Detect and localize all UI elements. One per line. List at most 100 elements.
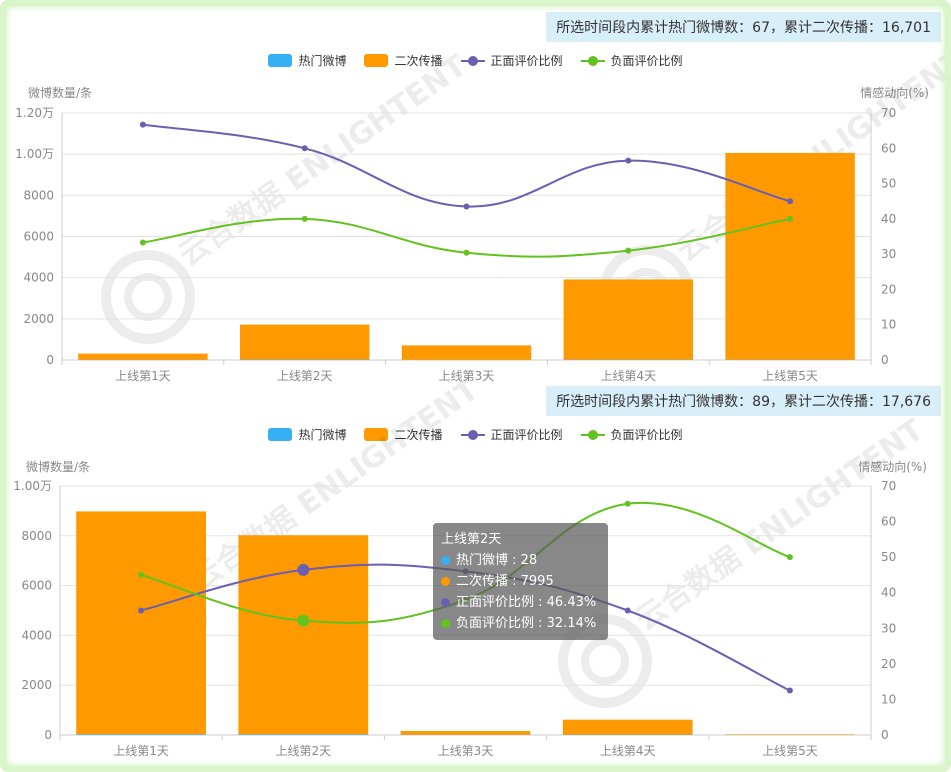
- chart-panel-1: 所选时间段内累计热门微博数：67，累计二次传播：16,701 热门微博 二次传播…: [10, 12, 951, 390]
- y2-tick-label: 20: [881, 657, 896, 671]
- bar-secondary-spread: [725, 152, 855, 360]
- legend-item-positive-ratio[interactable]: 正面评价比例: [460, 52, 563, 69]
- point-negative-ratio: [787, 215, 794, 222]
- legend-item-negative-ratio[interactable]: 负面评价比例: [580, 52, 683, 69]
- y2-tick-label: 20: [881, 282, 896, 296]
- bar-secondary-spread: [78, 353, 208, 360]
- y2-tick-label: 60: [881, 141, 896, 155]
- legend-label: 正面评价比例: [490, 54, 563, 68]
- point-positive-ratio: [301, 145, 308, 152]
- point-positive-ratio: [786, 687, 793, 694]
- point-negative-ratio: [463, 249, 470, 256]
- point-positive-ratio: [625, 157, 632, 164]
- legend-swatch: [268, 54, 293, 67]
- y-tick-label: 0: [44, 728, 52, 742]
- watermark: 云合数据 ENLIGHTENT: [101, 48, 474, 344]
- x-tick-label: 上线第4天: [600, 744, 656, 758]
- x-tick-label: 上线第1天: [115, 369, 171, 383]
- bar-hot-weibo: [238, 734, 369, 735]
- tooltip-dot: [441, 577, 450, 586]
- bar-secondary-spread: [239, 324, 370, 360]
- legend-swatch: [268, 428, 293, 441]
- y-tick-label: 8000: [21, 529, 52, 543]
- watermark-ring: [124, 273, 172, 321]
- y2-tick-label: 30: [881, 247, 896, 261]
- legend-item-hot-weibo[interactable]: 热门微博: [268, 52, 346, 69]
- legend-item-secondary-spread[interactable]: 二次传播: [364, 52, 443, 69]
- legend-item-negative-ratio[interactable]: 负面评价比例: [580, 426, 683, 443]
- tooltip-row-label: 二次传播 : 7995: [456, 574, 554, 589]
- x-tick-label: 上线第2天: [277, 369, 333, 383]
- bar-secondary-spread: [562, 719, 693, 735]
- watermark-text: 云合数据 ENLIGHTENT: [173, 48, 474, 273]
- legend-label: 二次传播: [394, 428, 443, 442]
- legend-item-secondary-spread[interactable]: 二次传播: [364, 426, 443, 443]
- summary-banner-2: 所选时间段内累计热门微博数：89，累计二次传播：17,676: [546, 386, 941, 416]
- y-axis-title-2: 微博数量/条: [26, 460, 91, 474]
- bar-secondary-spread: [400, 731, 531, 735]
- point-positive-ratio: [139, 121, 146, 128]
- legend-1: 热门微博 二次传播 正面评价比例 负面评价比例: [10, 52, 941, 69]
- y-tick-label: 2000: [23, 312, 54, 326]
- tooltip-row: 二次传播 : 7995: [441, 571, 600, 592]
- bar-secondary-spread: [563, 279, 694, 360]
- point-negative-ratio: [624, 500, 631, 507]
- y2-axis-title-2: 情感动向(%): [858, 460, 927, 474]
- tooltip-row-label: 负面评价比例 : 32.14%: [456, 616, 597, 631]
- point-positive-ratio: [463, 203, 470, 210]
- y2-tick-label: 30: [881, 621, 896, 635]
- y-tick-label: 4000: [23, 271, 54, 285]
- point-positive-ratio: [297, 563, 310, 576]
- y2-tick-label: 70: [881, 479, 896, 493]
- tooltip-row: 正面评价比例 : 46.43%: [441, 592, 600, 613]
- point-negative-ratio: [139, 239, 146, 246]
- y2-tick-label: 0: [881, 728, 889, 742]
- point-positive-ratio: [138, 607, 145, 614]
- y2-tick-label: 40: [881, 586, 896, 600]
- x-tick-label: 上线第3天: [438, 744, 494, 758]
- tooltip-dot: [441, 598, 450, 607]
- legend-item-hot-weibo[interactable]: 热门微博: [268, 426, 346, 443]
- x-tick-label: 上线第5天: [762, 744, 818, 758]
- y-tick-label: 4000: [21, 628, 52, 642]
- y2-tick-label: 10: [881, 692, 896, 706]
- y-tick-label: 1.00万: [15, 147, 54, 161]
- bar-secondary-spread: [401, 345, 532, 360]
- tooltip-row-label: 正面评价比例 : 46.43%: [456, 595, 597, 610]
- y-tick-label: 2000: [21, 678, 52, 692]
- y2-tick-label: 40: [881, 212, 896, 226]
- tooltip-title: 上线第2天: [441, 532, 502, 547]
- point-negative-ratio: [786, 554, 793, 561]
- legend-label: 二次传播: [394, 54, 443, 68]
- chart-2: 云合数据 ENLIGHTENT 云合数据 ENLIGHTENT0200040006…: [13, 372, 930, 758]
- point-negative-ratio: [625, 247, 632, 254]
- x-tick-label: 上线第2天: [275, 744, 331, 758]
- legend-item-positive-ratio[interactable]: 正面评价比例: [460, 426, 563, 443]
- tooltip-row-label: 热门微博 : 28: [456, 553, 538, 568]
- tooltip-dot: [441, 556, 450, 565]
- point-positive-ratio: [787, 198, 794, 205]
- legend-swatch: [580, 54, 605, 67]
- y-tick-label: 6000: [21, 579, 52, 593]
- legend-label: 热门微博: [298, 54, 347, 68]
- watermark-ring: [581, 637, 629, 685]
- line-positive-ratio: [142, 123, 791, 208]
- bar-secondary-spread: [76, 511, 206, 735]
- y2-tick-label: 50: [881, 550, 896, 564]
- y2-tick-label: 50: [881, 177, 896, 191]
- tooltip-row: 热门微博 : 28: [441, 550, 600, 571]
- bar-hot-weibo: [76, 734, 206, 735]
- y2-tick-label: 10: [881, 318, 896, 332]
- watermark-ring: [101, 250, 195, 344]
- tooltip-dot: [441, 619, 450, 628]
- y2-axis-title-1: 情感动向(%): [860, 86, 929, 100]
- point-positive-ratio: [624, 607, 631, 614]
- point-negative-ratio: [138, 571, 145, 578]
- y-tick-label: 1.20万: [15, 106, 54, 120]
- x-tick-label: 上线第1天: [113, 744, 169, 758]
- y-tick-label: 1.00万: [13, 479, 52, 493]
- y-tick-label: 8000: [23, 188, 54, 202]
- y-axis-title-1: 微博数量/条: [28, 86, 93, 100]
- y-tick-label: 0: [46, 353, 54, 367]
- legend-swatch: [460, 428, 485, 441]
